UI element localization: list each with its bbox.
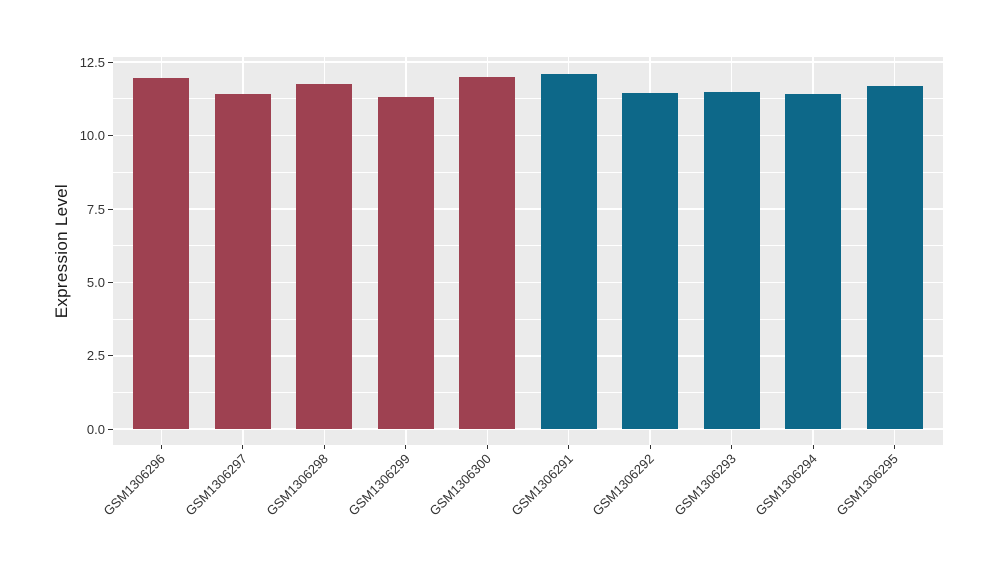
bar-GSM1306293 — [703, 91, 760, 430]
y-minor-gridline — [113, 171, 943, 173]
x-tick-mark — [323, 445, 325, 449]
bar-GSM1306299 — [377, 97, 434, 430]
y-tick-mark — [108, 61, 113, 63]
y-axis-title: Expression Level — [50, 57, 74, 445]
y-major-gridline — [113, 208, 943, 210]
y-tick-mark — [108, 355, 113, 357]
y-tick-mark — [108, 281, 113, 283]
bar-GSM1306295 — [866, 85, 923, 430]
x-tick-mark — [568, 445, 570, 449]
bar-GSM1306294 — [785, 94, 842, 430]
y-minor-gridline — [113, 318, 943, 320]
x-tick-mark — [649, 445, 651, 449]
x-tick-mark — [731, 445, 733, 449]
bar-GSM1306292 — [622, 93, 679, 430]
bar-GSM1306296 — [133, 78, 190, 430]
x-tick-mark — [812, 445, 814, 449]
x-tick-label: GSM1306300 — [426, 451, 494, 519]
bar-GSM1306298 — [296, 84, 353, 430]
x-tick-label: GSM1306295 — [833, 451, 902, 519]
y-major-gridline — [113, 281, 943, 284]
x-tick-label: GSM1306299 — [345, 451, 413, 519]
x-tick-mark — [894, 445, 896, 449]
y-tick-label: 7.5 — [86, 201, 105, 217]
x-tick-label: GSM1306291 — [508, 451, 576, 519]
bar-GSM1306297 — [214, 94, 271, 430]
x-tick-label: GSM1306294 — [752, 451, 820, 519]
y-major-gridline — [113, 355, 943, 357]
x-tick-mark — [486, 445, 488, 449]
y-major-gridline — [113, 134, 943, 137]
x-tick-label: GSM1306297 — [182, 451, 250, 519]
x-tick-label: GSM1306293 — [671, 451, 739, 519]
y-minor-gridline — [113, 245, 943, 247]
bar-GSM1306300 — [459, 76, 516, 430]
y-tick-label: 0.0 — [86, 421, 105, 437]
y-tick-label: 5.0 — [86, 274, 105, 290]
x-tick-label: GSM1306296 — [100, 451, 168, 519]
y-tick-mark — [108, 428, 113, 430]
y-major-gridline — [113, 428, 943, 431]
x-tick-label: GSM1306292 — [589, 451, 657, 519]
x-tick-mark — [405, 445, 407, 449]
plot-panel — [113, 57, 943, 445]
y-tick-label: 2.5 — [86, 348, 105, 364]
x-tick-mark — [242, 445, 244, 449]
bar-GSM1306291 — [540, 73, 597, 430]
x-tick-label: GSM1306298 — [263, 451, 331, 519]
y-minor-gridline — [113, 98, 943, 100]
y-tick-label: 10.0 — [79, 128, 105, 144]
y-major-gridline — [113, 61, 943, 63]
y-tick-mark — [108, 135, 113, 137]
y-tick-label: 12.5 — [79, 54, 105, 70]
y-tick-mark — [108, 208, 113, 210]
y-minor-gridline — [113, 392, 943, 394]
x-tick-mark — [160, 445, 162, 449]
